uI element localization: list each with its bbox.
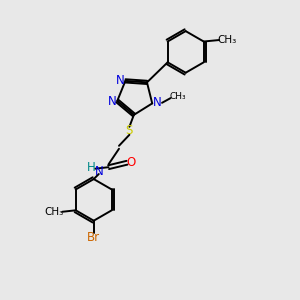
Text: N: N bbox=[116, 74, 124, 87]
Text: O: O bbox=[127, 156, 136, 169]
Text: N: N bbox=[153, 96, 162, 109]
Text: H: H bbox=[86, 161, 95, 174]
Text: CH₃: CH₃ bbox=[217, 35, 236, 45]
Text: N: N bbox=[94, 165, 103, 178]
Text: CH₃: CH₃ bbox=[169, 92, 186, 101]
Text: N: N bbox=[107, 95, 116, 108]
Text: CH₃: CH₃ bbox=[45, 207, 64, 217]
Text: Br: Br bbox=[87, 231, 100, 244]
Text: S: S bbox=[126, 124, 133, 137]
